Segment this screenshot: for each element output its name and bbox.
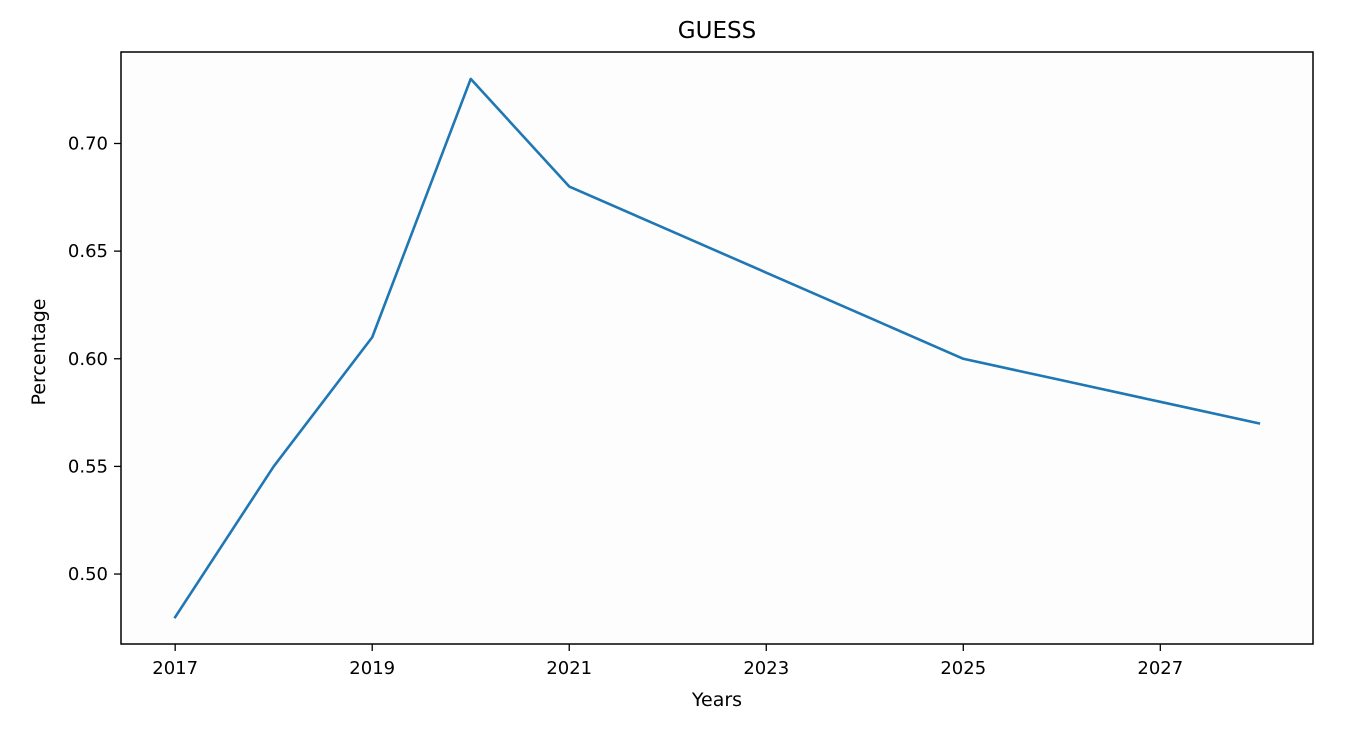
x-tick-label: 2021 [546,658,592,679]
chart-title: GUESS [678,18,756,44]
x-tick-label: 2019 [349,658,395,679]
y-tick-label: 0.55 [68,456,108,477]
series-line-0 [173,77,1261,619]
x-axis: 2017 2019 2021 2023 2025 2027 [152,644,1183,679]
x-tick-label: 2017 [152,658,198,679]
y-axis: 0.50 0.55 0.60 0.65 0.70 [68,133,121,585]
y-tick-label: 0.60 [68,349,108,370]
y-axis-label: Percentage [28,299,50,406]
x-tick-label: 2023 [743,658,789,679]
plot-area [120,51,1314,645]
x-tick-label: 2027 [1137,658,1183,679]
series-layer [173,77,1261,619]
y-tick-label: 0.65 [68,241,108,262]
x-axis-label: Years [691,689,742,711]
x-tick-label: 2025 [940,658,986,679]
y-tick-label: 0.70 [68,133,108,154]
y-tick-label: 0.50 [68,564,108,585]
